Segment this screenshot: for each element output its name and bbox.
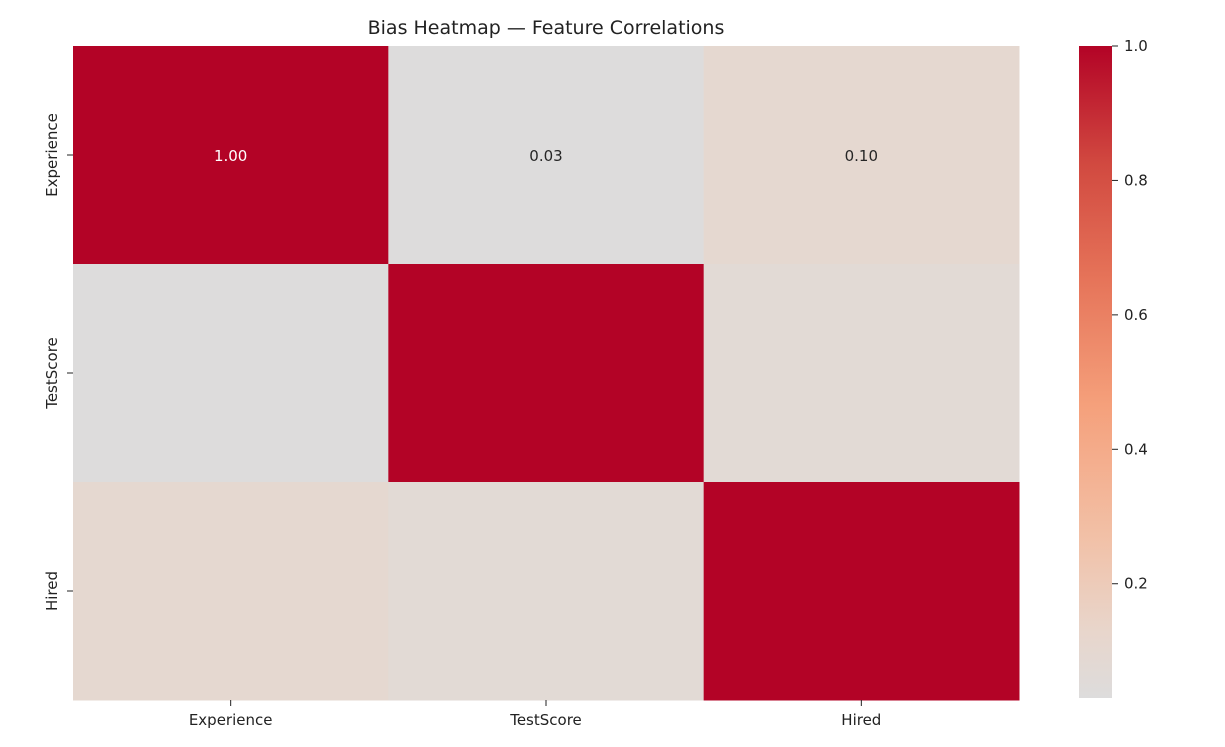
colorbar-tick-label: 1.0: [1124, 37, 1148, 55]
heatmap-cell: [388, 46, 705, 265]
heatmap-cell: [388, 482, 705, 701]
heatmap-cells: [73, 46, 1020, 701]
colorbar-tick-label: 0.2: [1124, 575, 1148, 593]
cell-value-label: 1.00: [214, 147, 247, 165]
heatmap-cell: [703, 482, 1020, 701]
heatmap-cell: [703, 46, 1020, 265]
chart-title: Bias Heatmap — Feature Correlations: [368, 17, 725, 39]
x-tick-label: Hired: [841, 711, 881, 729]
heatmap-cell: [73, 264, 389, 483]
heatmap-cell: [703, 264, 1020, 483]
cell-annotations: 1.00 0.03 0.10: [214, 147, 878, 165]
y-tick-label: TestScore: [43, 337, 61, 410]
y-axis-labels: Experience TestScore Hired: [43, 113, 73, 611]
cell-value-label: 0.03: [529, 147, 562, 165]
colorbar-tick-label: 0.4: [1124, 440, 1148, 458]
colorbar-ticks: 0.2 0.4 0.6 0.8 1.0: [1112, 37, 1148, 593]
heatmap-cell: [73, 482, 389, 701]
y-tick-label: Experience: [43, 113, 61, 197]
colorbar-tick-label: 0.6: [1124, 306, 1148, 324]
x-tick-label: TestScore: [509, 711, 582, 729]
colorbar-tick-label: 0.8: [1124, 171, 1148, 189]
x-axis-labels: Experience TestScore Hired: [189, 700, 881, 729]
cell-value-label: 0.10: [845, 147, 878, 165]
colorbar: [1079, 46, 1112, 698]
heatmap-cell: [388, 264, 705, 483]
x-tick-label: Experience: [189, 711, 273, 729]
y-tick-label: Hired: [43, 571, 61, 611]
heatmap-cell: [73, 46, 389, 265]
